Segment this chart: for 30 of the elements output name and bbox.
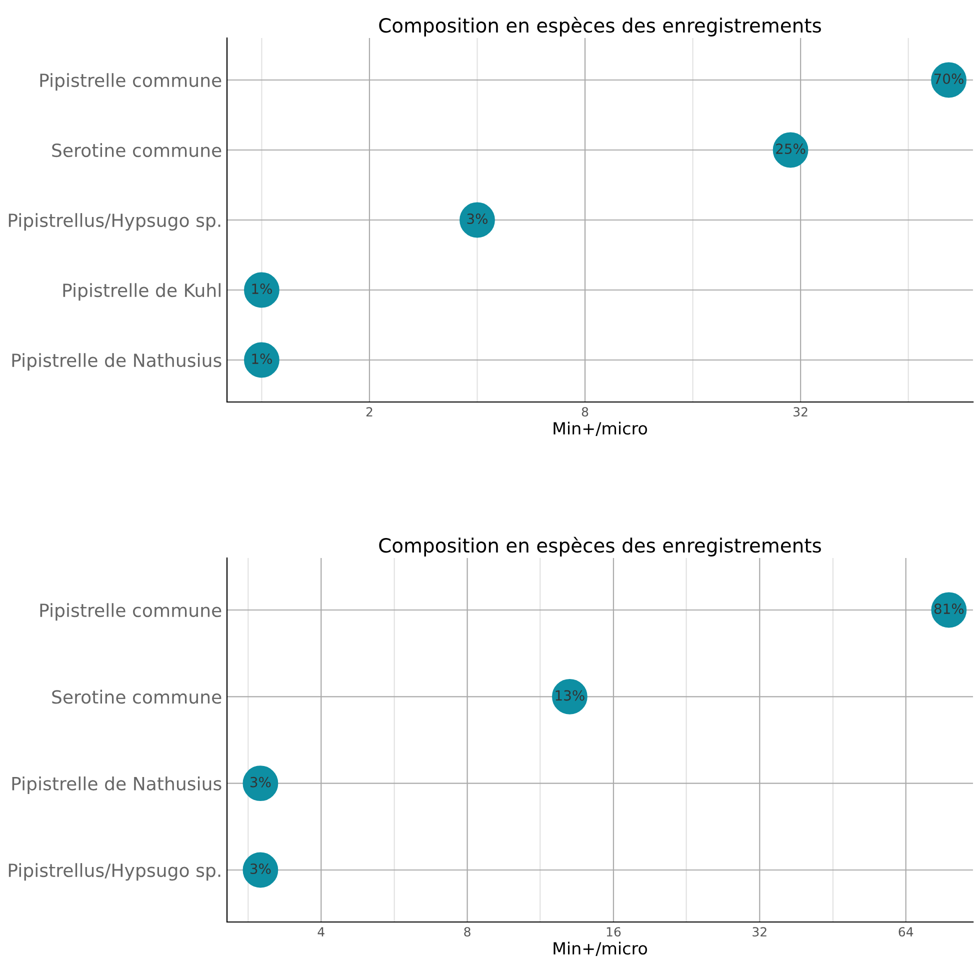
x-tick-label: 4 xyxy=(318,927,324,936)
x-tick-label: 2 xyxy=(366,407,372,416)
y-tick-label: Pipistrelle commune xyxy=(40,73,222,91)
x-axis-title: Min+/micro xyxy=(554,942,648,956)
y-tick-label: Pipistrelle de Kuhl xyxy=(63,283,220,301)
y-tick-label: Pipistrelle de Nathusius xyxy=(12,353,222,371)
annotation: 3% xyxy=(467,214,488,224)
annotation: 3% xyxy=(250,864,271,874)
x-tick-label: 64 xyxy=(898,927,914,937)
annotation: 3% xyxy=(250,776,271,788)
y-tick-label: Serotine commune xyxy=(52,143,222,158)
y-tick-label: Pipistrelle commune xyxy=(40,603,222,621)
chart-title: Composition en espèces des enregistrements xyxy=(379,16,821,36)
chart-title: Composition en espèces des enregistrements xyxy=(379,536,821,556)
annotation: 81% xyxy=(934,604,964,614)
annotation: 70% xyxy=(934,74,964,84)
x-tick-label: 16 xyxy=(606,927,621,937)
x-tick-label: 32 xyxy=(752,927,766,937)
y-tick-label: Serotine commune xyxy=(52,690,222,704)
annotation: 1% xyxy=(252,354,272,364)
y-tick-label: Pipistrelle de Nathusius xyxy=(12,776,222,794)
annotation: 13% xyxy=(556,690,584,701)
x-tick-label: 32 xyxy=(794,407,808,417)
annotation: 1% xyxy=(252,284,272,294)
x-tick-label: 8 xyxy=(464,927,470,937)
y-tick-label: Pipistrellus/Hypsugo sp. xyxy=(8,213,220,231)
x-axis-title: Min+/micro xyxy=(554,422,648,436)
y-tick-label: Pipistrellus/Hypsugo sp. xyxy=(8,863,220,881)
x-tick-label: 8 xyxy=(582,407,588,417)
annotation: 25% xyxy=(776,144,806,154)
